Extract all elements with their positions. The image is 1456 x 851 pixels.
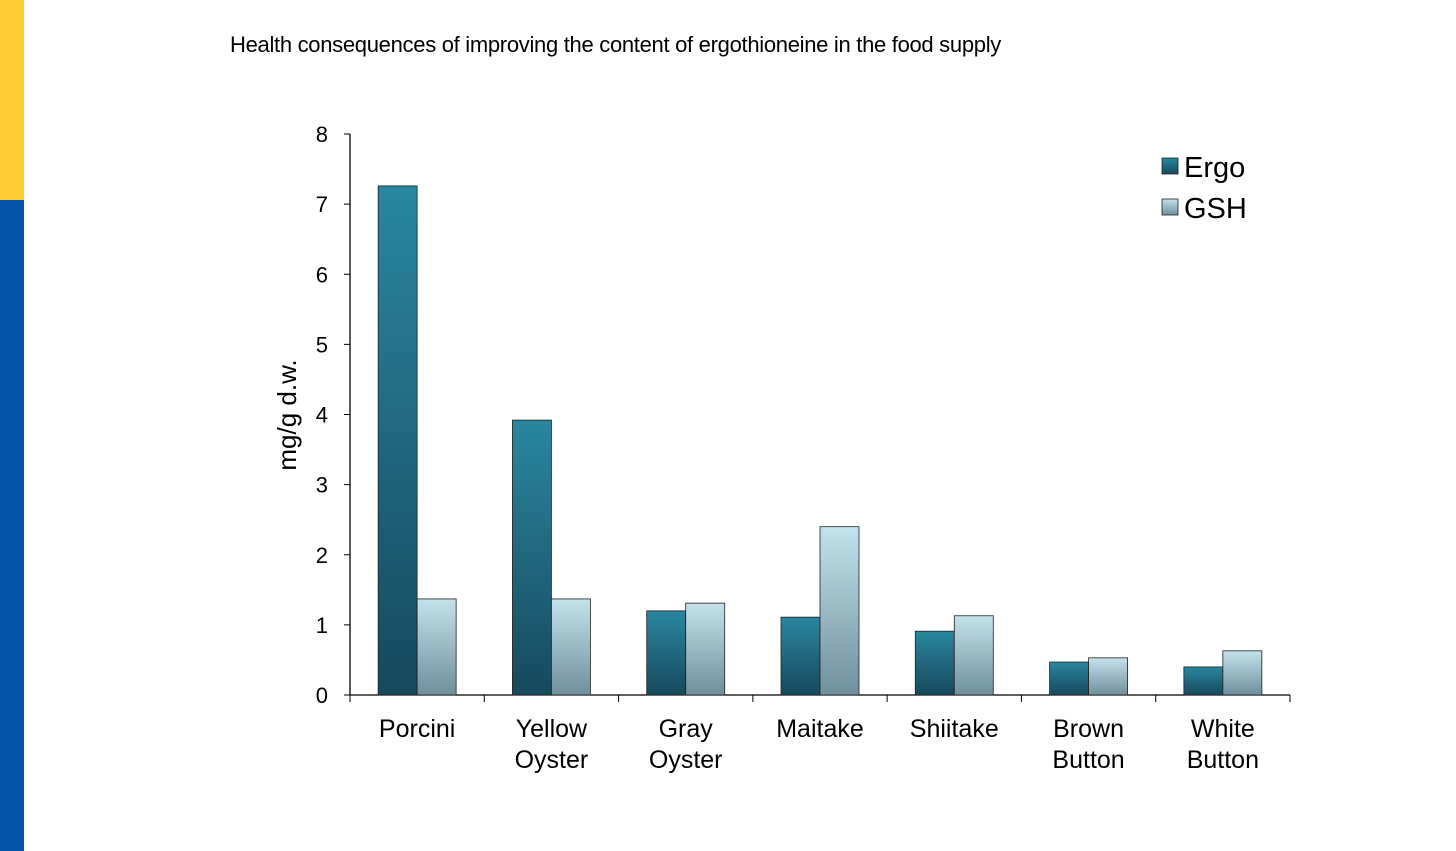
x-tick-label: Yellow	[516, 715, 588, 743]
y-tick-label: 7	[316, 192, 328, 217]
bar-ergo	[512, 419, 552, 696]
chart-title: Health consequences of improving the con…	[230, 32, 1001, 57]
x-tick-label: Button	[1052, 746, 1124, 774]
legend-swatch-gsh	[1161, 198, 1179, 216]
accent-stripe-blue	[0, 200, 24, 851]
x-tick-label: Porcini	[379, 715, 455, 743]
x-tick-label: Oyster	[515, 746, 589, 774]
bar-ergo	[1183, 666, 1224, 696]
y-tick-label: 4	[316, 403, 328, 428]
x-tick-label: Maitake	[776, 715, 864, 743]
y-axis-label: mg/g d.w.	[272, 359, 302, 470]
y-tick-label: 5	[316, 332, 328, 357]
x-tick-label: Oyster	[649, 746, 723, 774]
x-tick-label: Button	[1187, 746, 1259, 774]
bar-ergo	[914, 630, 955, 696]
bar-ergo	[1049, 661, 1089, 696]
bar-gsh	[551, 598, 591, 696]
bar-gsh	[1222, 650, 1263, 696]
y-tick-label: 0	[316, 683, 328, 708]
bar-gsh	[819, 526, 860, 696]
bar-ergo	[377, 185, 418, 696]
legend: Ergo GSH	[1161, 152, 1247, 225]
bar-gsh	[685, 602, 726, 696]
y-tick-label: 3	[316, 473, 328, 498]
y-tick-label: 1	[316, 613, 328, 638]
x-tick-label: Gray	[659, 715, 714, 743]
y-tick-label: 6	[316, 262, 328, 287]
accent-stripe-yellow	[0, 0, 24, 200]
x-tick-label: Shiitake	[910, 715, 999, 743]
y-tick-label: 8	[316, 122, 328, 147]
bar-ergo	[780, 616, 821, 696]
bar-ergo	[646, 610, 687, 696]
bar-gsh	[953, 615, 994, 696]
legend-label-gsh: GSH	[1184, 193, 1247, 225]
bar-gsh	[416, 598, 457, 696]
x-tick-label: Brown	[1053, 715, 1124, 743]
legend-swatch-ergo	[1161, 157, 1179, 175]
y-tick-label: 2	[316, 543, 328, 568]
bar-gsh	[1088, 657, 1128, 696]
legend-label-ergo: Ergo	[1184, 152, 1245, 184]
x-tick-label: White	[1191, 715, 1255, 743]
